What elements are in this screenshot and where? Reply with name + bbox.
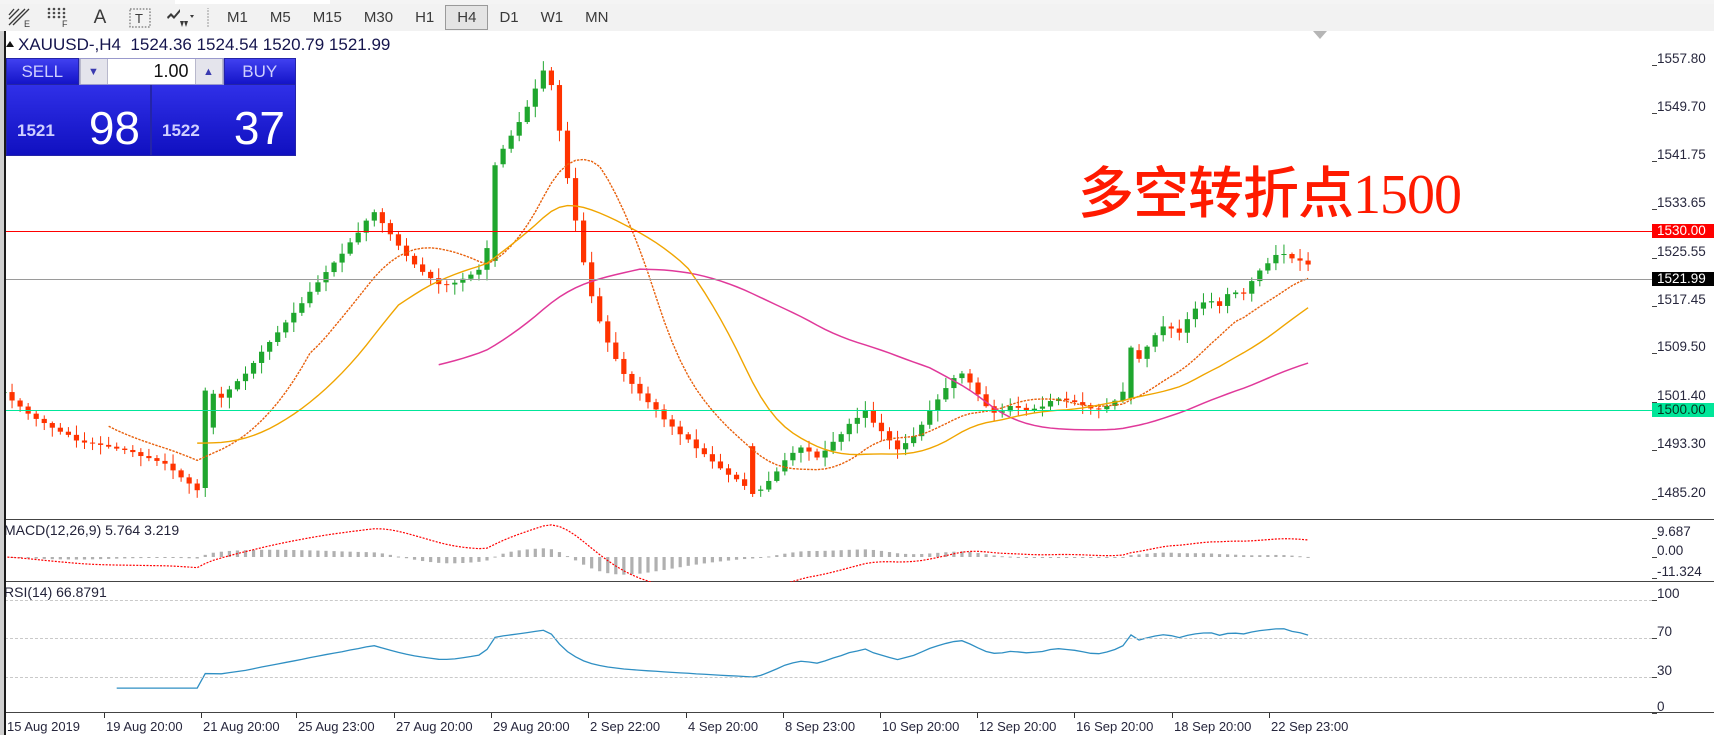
svg-text:F: F — [62, 19, 68, 29]
svg-text:T: T — [135, 11, 143, 26]
svg-text:E: E — [24, 19, 30, 29]
